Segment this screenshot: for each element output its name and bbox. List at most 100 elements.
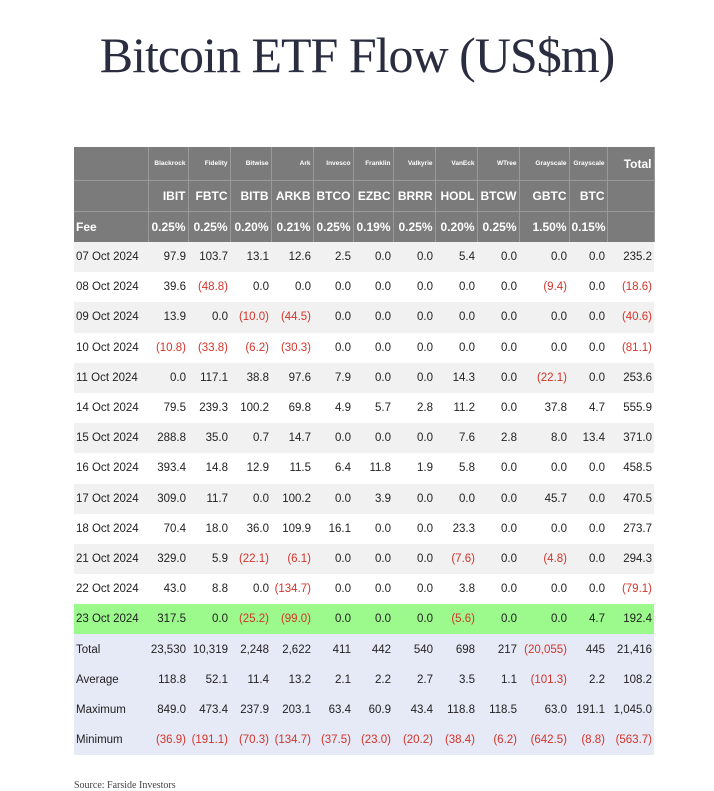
value-cell: 12.6 [271,242,313,273]
value-cell: 0.0 [353,242,393,273]
summary-row: Total 23,530 10,319 2,248 2,622 411 442 540 698 2… [74,634,654,665]
table-row: 09 Oct 2024 13.9 0.0 (10.0) (44.5) 0.0 0.0 0.0 0… [74,302,654,333]
value-cell: 2.2 [353,664,393,695]
ticker-header: BTC [569,180,608,212]
issuer-header: Ark [271,147,314,181]
value-cell: (10.8) [148,332,188,363]
table-row: 08 Oct 2024 39.6 (48.8) 0.0 0.0 0.0 0.0 0.0 0.0 0… [74,272,654,303]
value-cell: 0.0 [519,604,569,635]
value-cell: 0.0 [519,242,569,273]
table-row: 15 Oct 2024 288.8 35.0 0.7 14.7 0.0 0.0 0.0 7.6 2… [74,423,654,454]
value-cell: 0.0 [313,483,353,514]
total-cell: (40.6) [607,302,654,333]
value-cell: 0.0 [353,302,393,333]
value-cell: 8.8 [188,574,230,605]
value-cell: (6.2) [477,725,519,756]
total-cell: 371.0 [607,423,654,454]
value-cell: (25.2) [230,604,271,635]
value-cell: (48.8) [188,272,230,303]
date-cell: 22 Oct 2024 [74,574,148,605]
value-cell: 3.5 [435,664,477,695]
value-cell: 79.5 [148,392,188,424]
value-cell: 0.0 [519,513,569,544]
table-row: 14 Oct 2024 79.5 239.3 100.2 69.8 4.9 5.7 2.8 11… [74,392,654,424]
summary-label: Total [74,634,148,665]
total-cell: 1,045.0 [607,694,654,725]
value-cell: (101.3) [519,664,569,695]
value-cell: (7.6) [435,543,477,575]
value-cell: 0.0 [477,332,519,363]
value-cell: 0.0 [313,302,353,333]
value-cell: 0.0 [313,423,353,454]
value-cell: (38.4) [435,725,477,756]
value-cell: 393.4 [148,453,188,484]
value-cell: 0.0 [477,242,519,273]
value-cell: 1.1 [477,664,519,695]
value-cell: 43.4 [393,694,435,725]
value-cell: 0.0 [393,362,435,393]
summary-row: Minimum (36.9) (191.1) (70.3) (134.7) (37.5)(… [74,725,654,756]
value-cell: (20.2) [393,725,435,756]
table-row: 10 Oct 2024 (10.8) (33.8) (6.2) (30.3) 0.0 0.0… [74,332,654,363]
fee-cell: 0.25% [188,211,231,242]
issuer-header: Bitwise [230,147,272,181]
value-cell: 14.7 [271,423,313,454]
ticker-header: IBIT [148,180,189,212]
value-cell: 0.0 [519,332,569,363]
total-cell: 192.4 [607,604,654,635]
fee-cell-blank [607,211,655,242]
value-cell: 12.9 [230,453,271,484]
total-cell: 108.2 [607,664,654,695]
value-cell: 0.0 [519,453,569,484]
value-cell: 2,248 [230,634,271,665]
value-cell: 0.0 [353,543,393,575]
ticker-header: BRRR [393,180,436,212]
fee-cell: 0.19% [353,211,394,242]
issuer-header: Franklin [353,147,394,181]
value-cell: 317.5 [148,604,188,635]
value-cell: 0.0 [519,574,569,605]
value-cell: 540 [393,634,435,665]
fee-cell: 1.50% [519,211,570,242]
table-row: 21 Oct 2024 329.0 5.9 (22.1) (6.1) 0.0 0.0 0.0(… [74,543,654,575]
value-cell: 2.2 [569,664,607,695]
value-cell: 37.8 [519,392,569,424]
value-cell: 2.1 [313,664,353,695]
value-cell: 411 [313,634,353,665]
value-cell: (9.4) [519,272,569,303]
value-cell: 4.7 [569,392,607,424]
value-cell: 97.6 [271,362,313,393]
date-cell: 09 Oct 2024 [74,302,148,333]
value-cell: 0.0 [477,574,519,605]
value-cell: 203.1 [271,694,313,725]
summary-label: Minimum [74,725,148,756]
value-cell: 3.8 [435,574,477,605]
value-cell: 0.0 [477,453,519,484]
ticker-header-blank [607,180,655,212]
total-cell: 470.5 [607,483,654,514]
total-cell: 458.5 [607,453,654,484]
date-cell: 21 Oct 2024 [74,543,148,575]
ticker-header: HODL [435,180,478,212]
value-cell: 0.0 [313,543,353,575]
value-cell: (22.1) [519,362,569,393]
value-cell: 0.0 [477,362,519,393]
fee-cell: 0.25% [393,211,436,242]
value-cell: 14.8 [188,453,230,484]
summary-row: Maximum 849.0 473.4 237.9 203.1 63.4 60.9 43.4 1… [74,694,654,725]
table-row: 11 Oct 2024 0.0 117.1 38.8 97.6 7.9 0.0 0.0 14.3… [74,362,654,393]
total-cell: 21,416 [607,634,654,665]
total-cell: 273.7 [607,513,654,544]
date-cell: 18 Oct 2024 [74,513,148,544]
value-cell: 4.7 [569,604,607,635]
value-cell: 0.0 [393,604,435,635]
value-cell: 288.8 [148,423,188,454]
value-cell: 117.1 [188,362,230,393]
value-cell: 0.0 [353,604,393,635]
total-header: Total [607,147,655,181]
value-cell: 0.0 [435,302,477,333]
value-cell: 849.0 [148,694,188,725]
value-cell: 36.0 [230,513,271,544]
date-cell: 16 Oct 2024 [74,453,148,484]
value-cell: 0.0 [435,332,477,363]
